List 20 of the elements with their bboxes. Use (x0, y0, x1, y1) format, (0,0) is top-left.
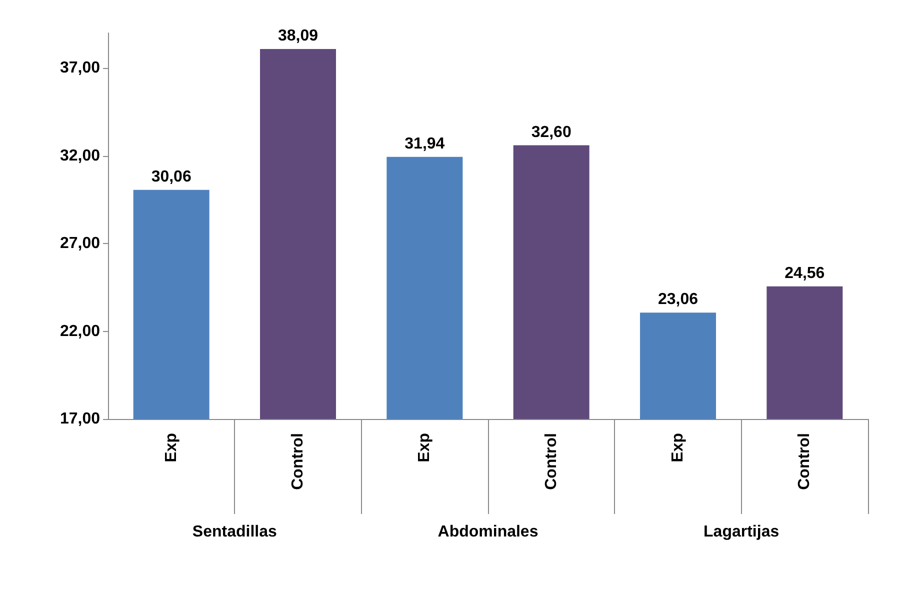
y-tick-label: 17,00 (60, 410, 100, 428)
x-tick-label: Lagartijas (704, 524, 780, 540)
data-label: 30,06 (151, 168, 192, 186)
text: Control (290, 433, 306, 490)
y-tick-label: 27,00 (60, 235, 100, 252)
text: Control (542, 433, 560, 490)
data-label: 32,60 (531, 124, 572, 141)
text: Control (796, 433, 814, 490)
y-tick-label: 32,00 (60, 147, 100, 164)
data-label: 23,06 (658, 291, 698, 308)
data-label: 31,94 (404, 135, 445, 152)
y-tick-label: 37,00 (60, 60, 100, 77)
data-label: 38,09 (278, 27, 318, 44)
x-tick-label: Sentadillas (192, 524, 278, 540)
text: Exp (416, 433, 434, 462)
text: Exp (162, 432, 180, 462)
text: Exp (670, 433, 686, 462)
data-label: 24,56 (784, 264, 825, 282)
x-tick-label: Abdominales (438, 524, 538, 540)
y-tick-label: 22,00 (60, 322, 100, 340)
